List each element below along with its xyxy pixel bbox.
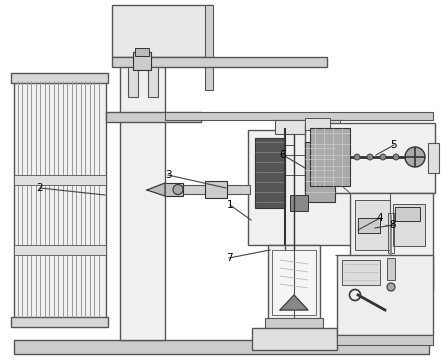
Bar <box>120 52 165 340</box>
Bar <box>255 138 285 208</box>
Circle shape <box>354 154 360 160</box>
Bar <box>275 120 340 134</box>
Bar <box>290 195 308 211</box>
Bar <box>305 118 330 130</box>
Bar <box>268 245 320 320</box>
Circle shape <box>393 154 399 160</box>
Bar <box>133 52 151 70</box>
Bar <box>272 250 316 315</box>
Bar <box>358 218 380 233</box>
Text: 8: 8 <box>390 220 396 230</box>
Bar <box>205 5 213 90</box>
Bar <box>14 245 106 255</box>
Bar <box>112 57 327 67</box>
Bar <box>387 258 395 280</box>
Bar <box>128 67 138 97</box>
Bar <box>14 340 429 354</box>
Bar <box>14 80 106 320</box>
Text: 6: 6 <box>280 150 286 160</box>
Bar <box>112 5 212 57</box>
Circle shape <box>367 154 373 160</box>
Bar <box>14 175 106 185</box>
Bar <box>265 318 323 328</box>
Circle shape <box>173 184 183 195</box>
Bar <box>11 317 108 327</box>
Bar <box>388 213 394 253</box>
Bar <box>252 328 337 350</box>
Text: 2: 2 <box>37 183 43 193</box>
Bar <box>248 130 368 245</box>
Bar <box>337 335 433 345</box>
Polygon shape <box>280 295 308 310</box>
Bar <box>106 112 201 122</box>
Text: 7: 7 <box>225 253 232 263</box>
Bar <box>148 67 158 97</box>
Text: 3: 3 <box>165 170 171 180</box>
Circle shape <box>405 147 425 167</box>
Bar <box>305 123 435 193</box>
Circle shape <box>387 283 395 291</box>
Bar <box>355 200 390 250</box>
Bar <box>205 181 227 198</box>
Bar <box>178 185 250 194</box>
Text: 5: 5 <box>391 140 397 150</box>
Polygon shape <box>147 183 165 196</box>
Bar <box>305 142 335 202</box>
Bar <box>395 207 420 221</box>
Bar <box>342 260 380 285</box>
Bar <box>337 255 433 335</box>
Circle shape <box>380 154 386 160</box>
Bar <box>428 143 439 173</box>
Bar <box>165 183 183 196</box>
Bar <box>11 73 108 83</box>
Bar <box>165 112 433 120</box>
Text: 1: 1 <box>227 200 233 210</box>
Text: 4: 4 <box>377 213 383 223</box>
Bar <box>135 48 149 56</box>
Bar <box>310 128 350 186</box>
Bar <box>350 193 433 290</box>
Bar <box>393 204 425 246</box>
